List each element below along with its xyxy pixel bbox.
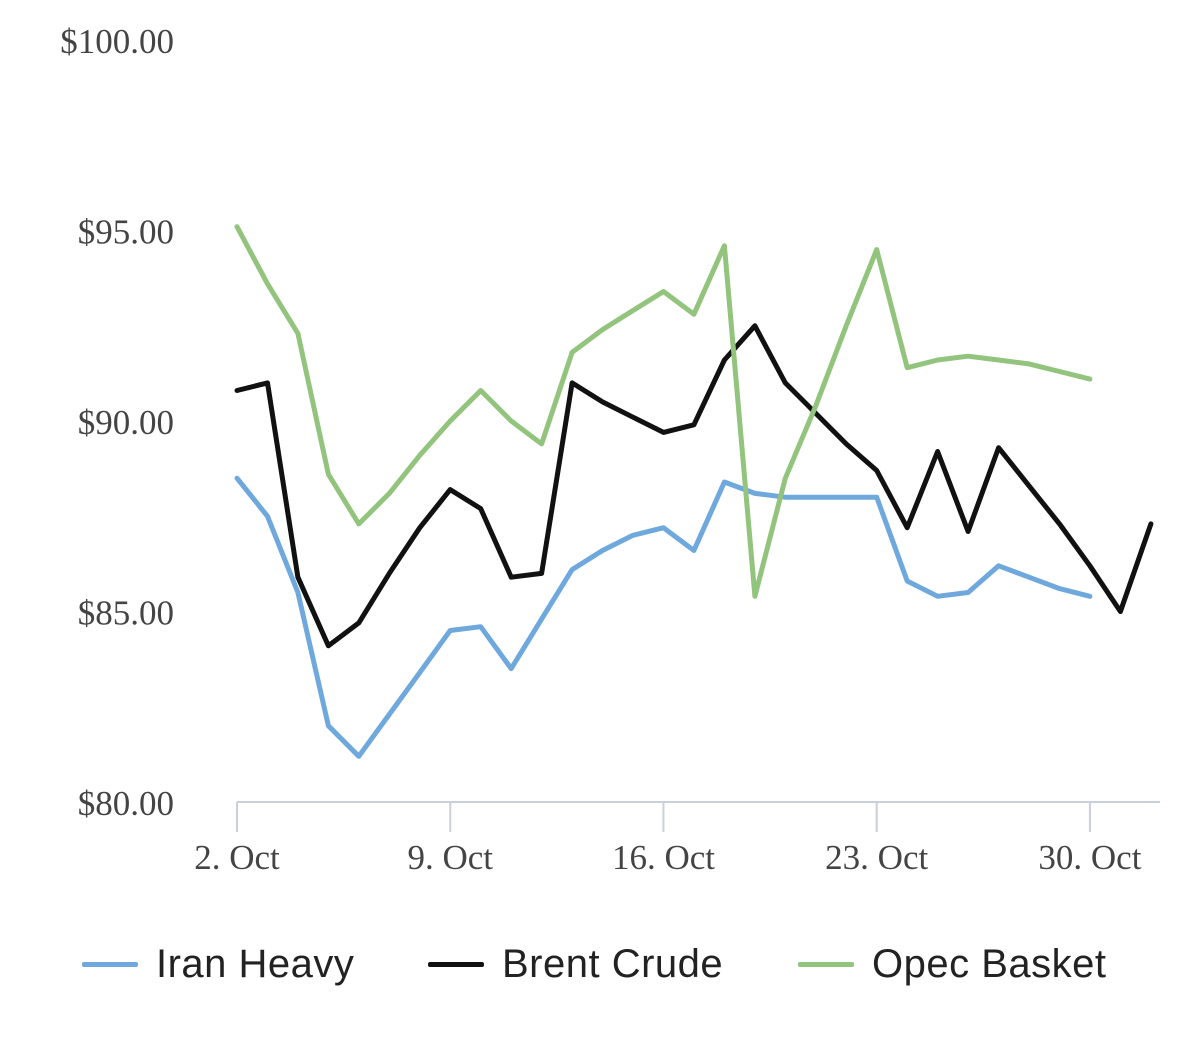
y-tick-label-4: $100.00 [60, 22, 174, 61]
legend-item-brent-crude[interactable]: Brent Crude [428, 942, 723, 987]
x-tick-label-4: 30. Oct [1038, 838, 1141, 877]
legend-label-iran-heavy: Iran Heavy [156, 942, 355, 986]
y-axis: $80.00 $85.00 $90.00 $95.00 $100.00 [60, 22, 174, 823]
legend: Iran Heavy Brent Crude Opec Basket [0, 930, 1200, 1010]
series-line-iran-heavy[interactable] [234, 475, 1093, 759]
legend-label-brent-crude: Brent Crude [502, 942, 724, 986]
legend-item-opec-basket[interactable]: Opec Basket [798, 942, 1107, 987]
legend-swatch-brent-crude [428, 962, 484, 967]
x-axis: 2. Oct 9. Oct 16. Oct 23. Oct 30. Oct [194, 801, 1160, 877]
series-layer [234, 224, 1154, 759]
legend-swatch-iran-heavy [82, 962, 138, 967]
y-tick-label-1: $85.00 [78, 594, 174, 633]
x-tick-label-0: 2. Oct [194, 838, 280, 877]
y-tick-label-3: $95.00 [78, 213, 174, 252]
legend-swatch-opec-basket [798, 962, 854, 967]
legend-label-opec-basket: Opec Basket [872, 942, 1107, 986]
x-tick-label-1: 9. Oct [407, 838, 493, 877]
x-tick-label-3: 23. Oct [825, 838, 928, 877]
series-line-brent-crude[interactable] [234, 323, 1154, 649]
series-line-opec-basket[interactable] [234, 224, 1093, 599]
y-tick-label-2: $90.00 [78, 403, 174, 442]
legend-item-iran-heavy[interactable]: Iran Heavy [82, 942, 354, 987]
x-tick-label-2: 16. Oct [612, 838, 715, 877]
y-tick-label-0: $80.00 [78, 784, 174, 823]
line-chart: $80.00 $85.00 $90.00 $95.00 $100.00 2. Oct 9.… [60, 22, 1160, 877]
